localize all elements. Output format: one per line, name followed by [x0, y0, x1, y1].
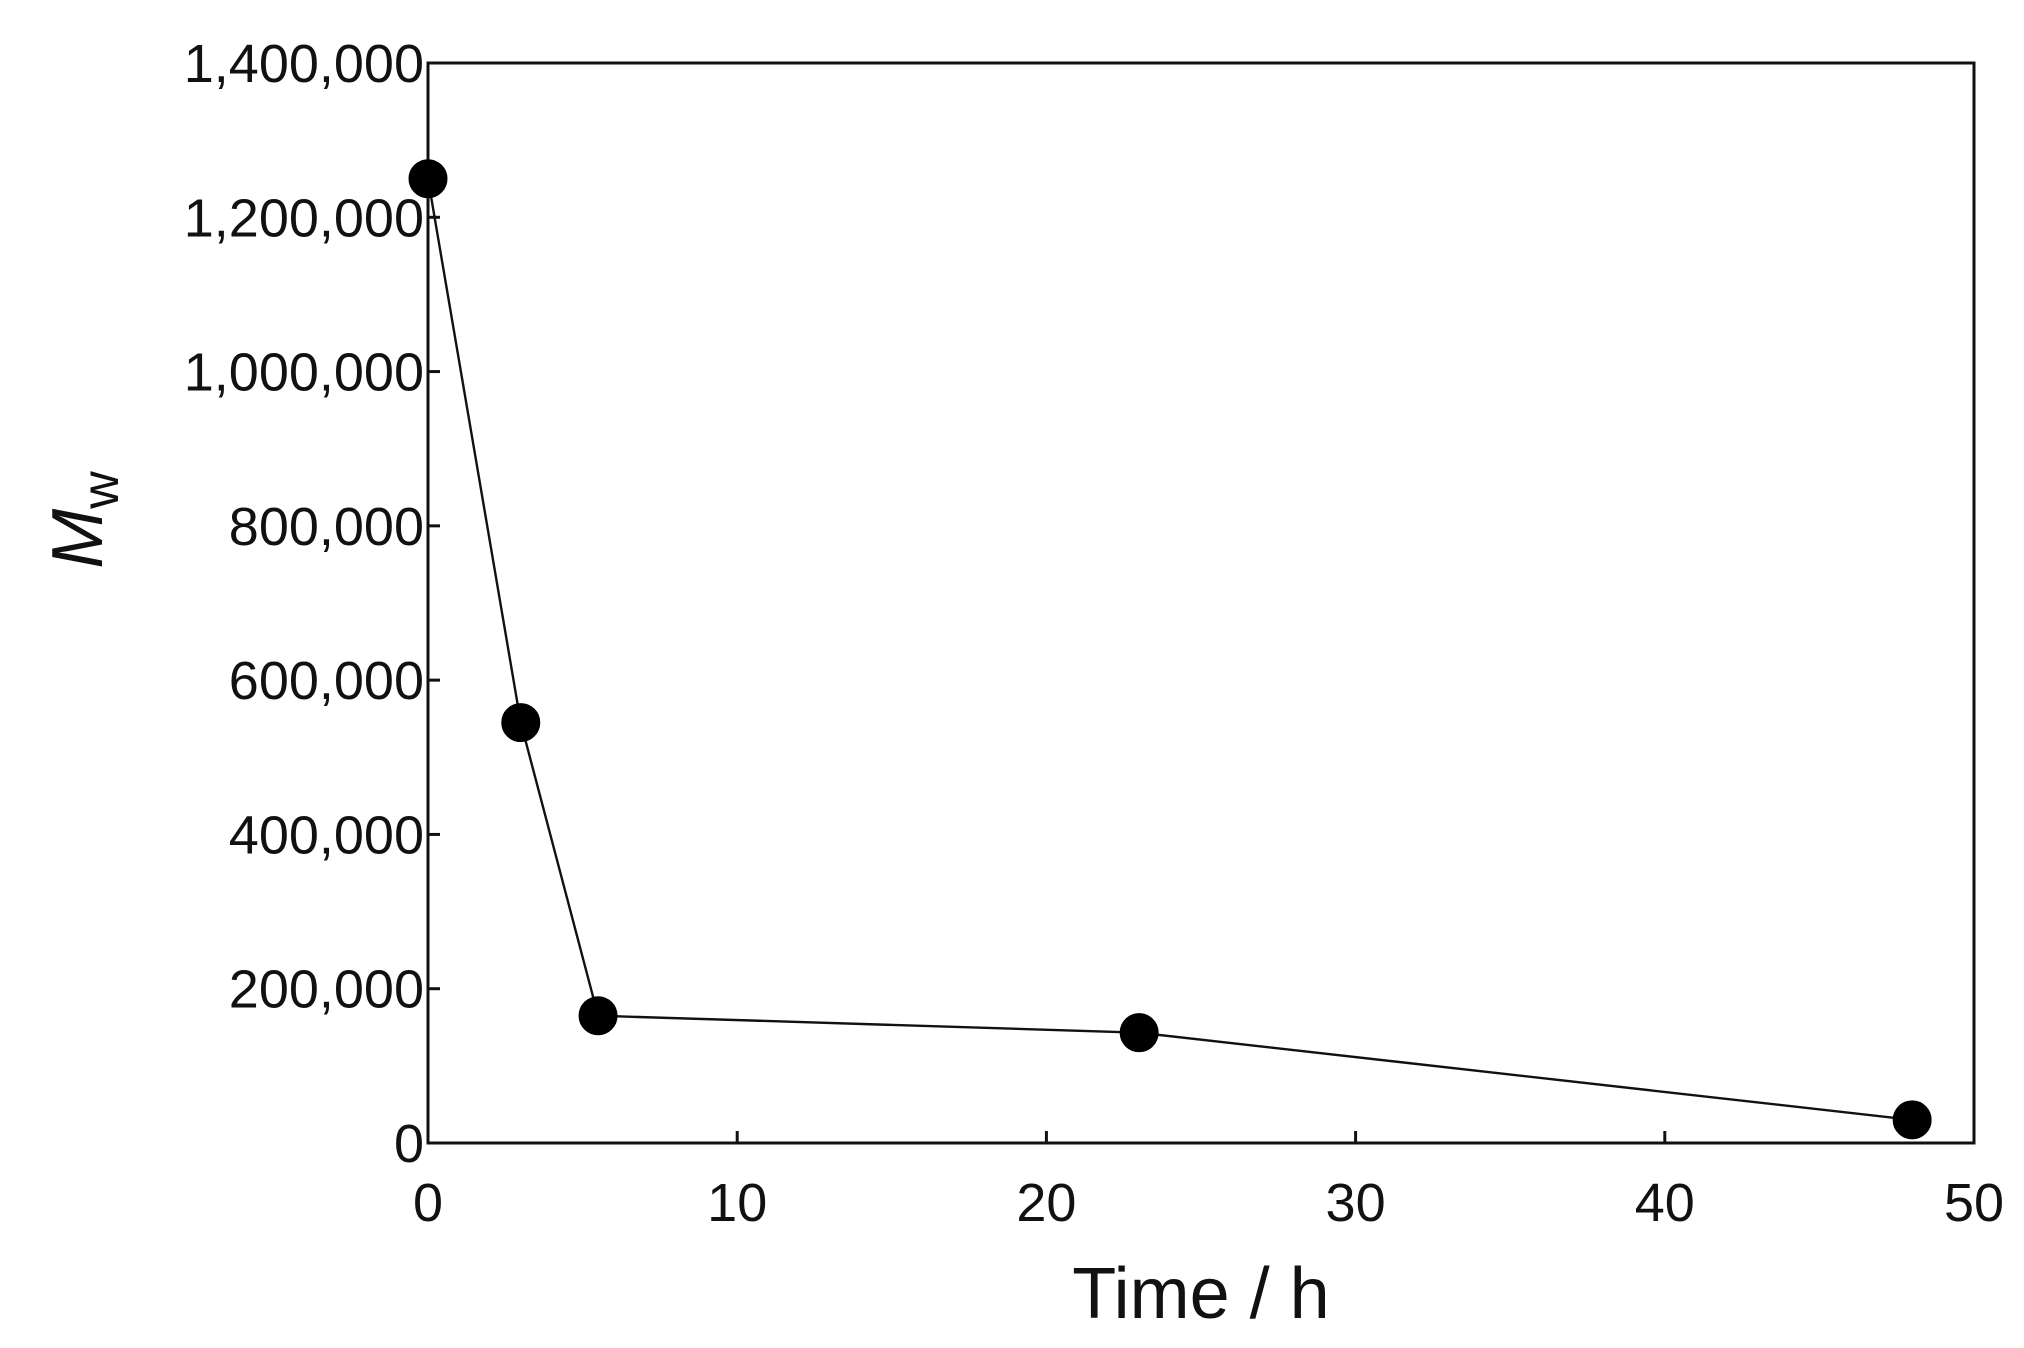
- series-line-layer: [426, 177, 1914, 1122]
- y-axis-title-main: M: [38, 509, 118, 569]
- data-point: [501, 703, 541, 743]
- axes-layer: 0 10 20 30 40 50 0 200,000 400,000 600,000 800,000…: [184, 34, 2004, 1233]
- data-point: [408, 159, 448, 199]
- x-tick-label: 30: [1326, 1173, 1386, 1233]
- y-tick-label: 1,200,000: [184, 188, 424, 248]
- y-tick-label: 200,000: [229, 960, 424, 1020]
- y-tick-label: 400,000: [229, 805, 424, 865]
- y-tick-label: 1,000,000: [184, 343, 424, 403]
- x-axis-title: Time / h: [1072, 1254, 1329, 1334]
- series-points-layer: [408, 159, 1932, 1140]
- y-tick-label: 600,000: [229, 651, 424, 711]
- plot-frame: [426, 61, 1976, 1145]
- x-tick-label: 10: [707, 1173, 767, 1233]
- y-tick-label: 1,400,000: [184, 34, 424, 94]
- y-axis-title: Mw: [38, 471, 130, 569]
- x-tick-label: 20: [1016, 1173, 1076, 1233]
- series-line: [426, 177, 1914, 1122]
- x-tick-label: 40: [1635, 1173, 1695, 1233]
- y-axis-title-subscript: w: [72, 471, 130, 510]
- x-tick-label: 0: [413, 1173, 443, 1233]
- data-point: [578, 996, 618, 1036]
- y-tick-label: 0: [394, 1114, 424, 1174]
- y-tick-label: 800,000: [229, 497, 424, 557]
- x-tick-label: 50: [1944, 1173, 2004, 1233]
- data-point: [1119, 1013, 1159, 1053]
- data-point: [1892, 1100, 1932, 1140]
